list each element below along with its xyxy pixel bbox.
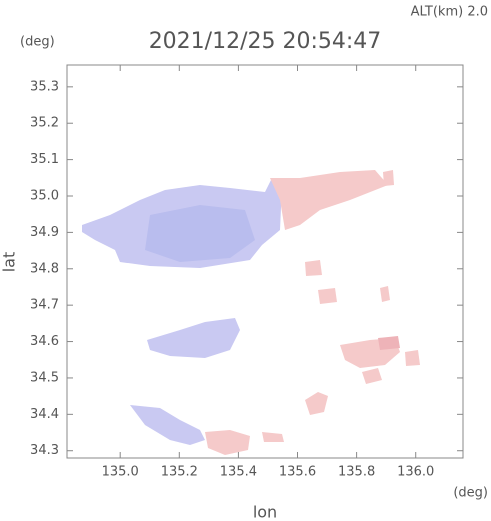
x-axis-label: lon [253, 503, 277, 521]
y-unit: (deg) [20, 35, 55, 50]
x-tick-label: 135.8 [338, 465, 375, 480]
x-tick-label: 135.2 [161, 465, 198, 480]
y-tick-label: 34.8 [30, 261, 59, 276]
y-tick-label: 35.1 [30, 152, 59, 167]
x-tick-label: 135.6 [279, 465, 316, 480]
x-tick-label: 135.4 [220, 465, 257, 480]
echo-field [82, 170, 420, 455]
y-tick-label: 34.3 [30, 443, 59, 458]
x-unit: (deg) [453, 486, 488, 501]
y-tick-label: 34.4 [30, 407, 59, 422]
x-tick-label: 135.0 [102, 465, 139, 480]
y-tick-label: 34.9 [30, 225, 59, 240]
y-tick-label: 34.6 [30, 334, 59, 349]
chart-title: 2021/12/25 20:54:47 [149, 29, 382, 54]
altitude-label: ALT(km) 2.0 [411, 5, 488, 20]
y-tick-label: 34.5 [30, 370, 59, 385]
y-tick-label: 35.3 [30, 79, 59, 94]
plot-frame [66, 64, 464, 459]
y-tick-label: 35.0 [30, 189, 59, 204]
y-tick-label: 35.2 [30, 116, 59, 131]
y-tick-label: 34.7 [30, 298, 59, 313]
x-tick-label: 136.0 [397, 465, 434, 480]
y-axis-label: lat [0, 252, 19, 273]
